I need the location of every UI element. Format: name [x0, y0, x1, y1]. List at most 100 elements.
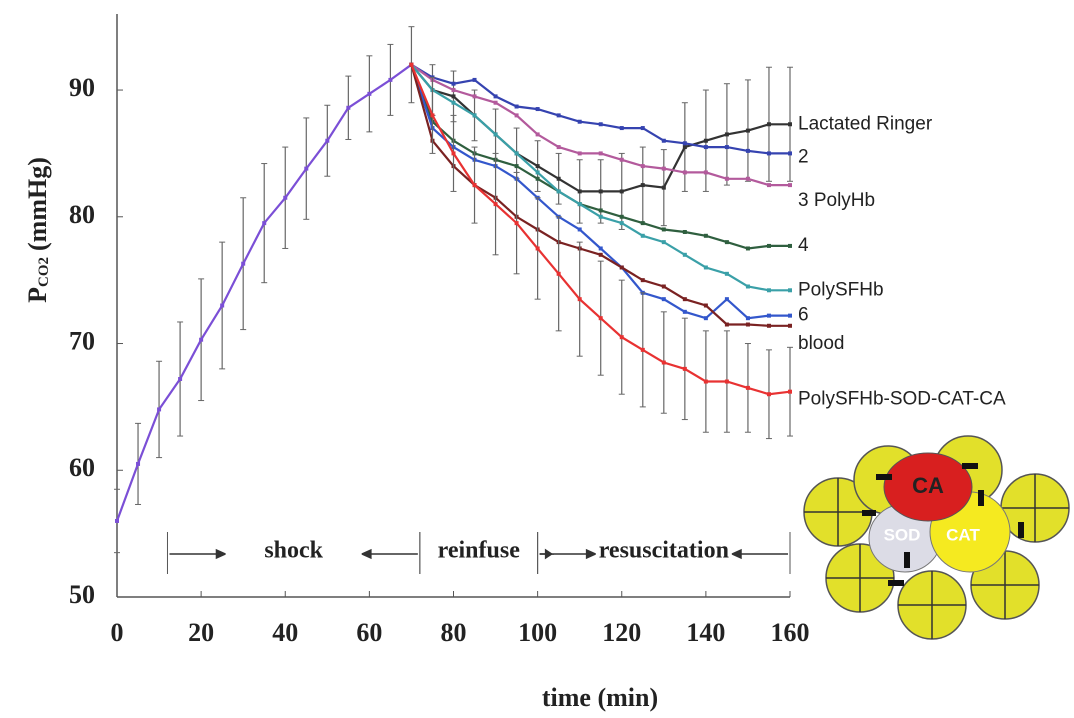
series-label: blood: [798, 333, 845, 354]
x-tick-label: 120: [602, 618, 641, 647]
point: [640, 278, 645, 283]
y-label-sub: CO2: [36, 257, 52, 287]
point: [703, 145, 708, 150]
point: [241, 261, 246, 266]
point: [703, 265, 708, 270]
point: [535, 170, 540, 175]
series-label: 2: [798, 146, 809, 167]
point: [766, 122, 771, 127]
point: [262, 221, 267, 226]
point: [724, 176, 729, 181]
point: [619, 214, 624, 219]
point: [598, 122, 603, 127]
point: [283, 195, 288, 200]
point: [451, 94, 456, 99]
point: [766, 183, 771, 188]
point: [703, 138, 708, 143]
y-tick-label: 60: [69, 453, 95, 482]
point: [788, 183, 792, 188]
y-axis-label: PCO2 (mmHg): [23, 157, 52, 303]
point: [724, 271, 729, 276]
point: [703, 303, 708, 308]
point: [598, 252, 603, 257]
point: [451, 100, 456, 105]
point: [598, 316, 603, 321]
point: [640, 221, 645, 226]
point: [766, 323, 771, 328]
phase-arrow: [361, 548, 418, 560]
series-label: PolySFHb: [798, 279, 884, 300]
point: [703, 316, 708, 321]
point: [598, 189, 603, 194]
point: [788, 313, 792, 318]
point: [325, 138, 330, 143]
point: [388, 77, 393, 82]
series-label: 3 PolyHb: [798, 190, 875, 211]
point: [703, 379, 708, 384]
point: [766, 392, 771, 397]
point: [661, 240, 666, 245]
phase-arrow: [539, 548, 596, 560]
series-label: Lactated Ringer: [798, 113, 933, 134]
point: [514, 151, 519, 156]
point: [472, 113, 477, 118]
y-tick-label: 50: [69, 580, 95, 609]
point: [556, 271, 561, 276]
point: [493, 202, 498, 207]
point: [451, 88, 456, 93]
point: [682, 141, 687, 146]
point: [640, 233, 645, 238]
point: [598, 214, 603, 219]
point: [472, 77, 477, 82]
sphere-cross: [804, 474, 1069, 639]
inset-label: CA: [912, 473, 944, 498]
point: [640, 164, 645, 169]
point: [556, 189, 561, 194]
point: [745, 284, 750, 289]
point: [136, 461, 141, 466]
point: [724, 297, 729, 302]
point: [556, 113, 561, 118]
series-label: 6: [798, 305, 809, 326]
point: [556, 176, 561, 181]
plot: 50 60 70 80 90 0 20 40 60 80 100 120 140 160 shock rein…: [69, 14, 1006, 647]
point: [535, 107, 540, 112]
phase-arrow: [731, 548, 788, 560]
point: [766, 243, 771, 248]
point: [346, 105, 351, 110]
x-tick-label: 0: [111, 618, 124, 647]
point: [724, 240, 729, 245]
point: [619, 335, 624, 340]
y-label-unit: (mmHg): [23, 157, 52, 251]
x-tick-label: 160: [771, 618, 810, 647]
point: [745, 246, 750, 251]
y-tick-label: 80: [69, 200, 95, 229]
point: [577, 227, 582, 232]
linkers: [862, 463, 1024, 586]
point: [535, 132, 540, 137]
point: [724, 379, 729, 384]
point: [535, 246, 540, 251]
point: [724, 322, 729, 327]
point: [766, 313, 771, 318]
point: [682, 366, 687, 371]
point: [661, 297, 666, 302]
point: [451, 81, 456, 86]
x-tick-label: 20: [188, 618, 214, 647]
point: [514, 104, 519, 109]
inset-label: CAT: [946, 525, 980, 544]
ca-sphere: [883, 452, 973, 522]
point: [619, 265, 624, 270]
point: [682, 297, 687, 302]
x-tick-label: 80: [441, 618, 467, 647]
point: [598, 246, 603, 251]
point: [788, 243, 792, 248]
point: [661, 360, 666, 365]
point: [640, 126, 645, 131]
inset-diagram: CA SOD CAT: [803, 435, 1070, 640]
point: [199, 337, 204, 342]
point: [745, 316, 750, 321]
point: [724, 132, 729, 137]
point: [788, 288, 792, 293]
